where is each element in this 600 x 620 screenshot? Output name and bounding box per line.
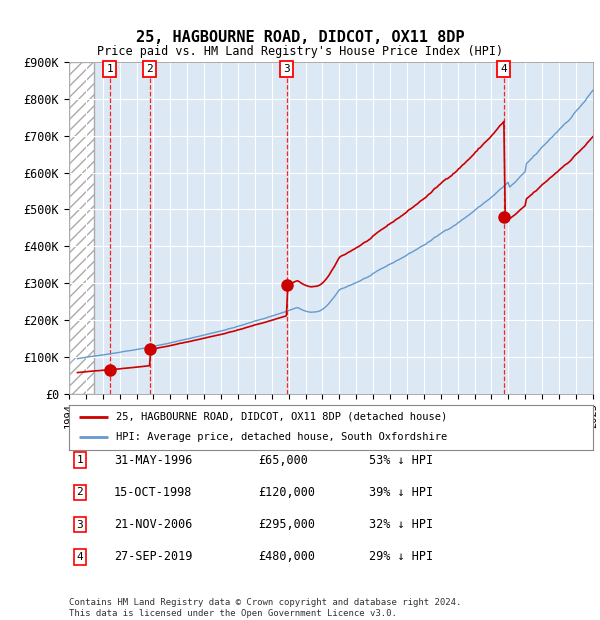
Text: 4: 4 (500, 64, 507, 74)
Text: 31-MAY-1996: 31-MAY-1996 (114, 454, 193, 466)
Text: 15-OCT-1998: 15-OCT-1998 (114, 486, 193, 498)
Text: 1: 1 (107, 64, 113, 74)
Text: £65,000: £65,000 (258, 454, 308, 466)
Bar (69, 62, 94, 394)
Text: 25, HAGBOURNE ROAD, DIDCOT, OX11 8DP: 25, HAGBOURNE ROAD, DIDCOT, OX11 8DP (136, 30, 464, 45)
Text: 1: 1 (76, 455, 83, 465)
Text: 2: 2 (76, 487, 83, 497)
Text: 3: 3 (76, 520, 83, 529)
Text: Price paid vs. HM Land Registry's House Price Index (HPI): Price paid vs. HM Land Registry's House … (97, 45, 503, 58)
Text: 32% ↓ HPI: 32% ↓ HPI (369, 518, 433, 531)
Text: 27-SEP-2019: 27-SEP-2019 (114, 551, 193, 563)
Text: 53% ↓ HPI: 53% ↓ HPI (369, 454, 433, 466)
Text: 4: 4 (76, 552, 83, 562)
Text: 3: 3 (283, 64, 290, 74)
Text: 21-NOV-2006: 21-NOV-2006 (114, 518, 193, 531)
Text: Contains HM Land Registry data © Crown copyright and database right 2024.
This d: Contains HM Land Registry data © Crown c… (69, 598, 461, 618)
Text: HPI: Average price, detached house, South Oxfordshire: HPI: Average price, detached house, Sout… (116, 432, 448, 443)
Text: £120,000: £120,000 (258, 486, 315, 498)
Text: 39% ↓ HPI: 39% ↓ HPI (369, 486, 433, 498)
Text: £480,000: £480,000 (258, 551, 315, 563)
Text: 29% ↓ HPI: 29% ↓ HPI (369, 551, 433, 563)
Text: £295,000: £295,000 (258, 518, 315, 531)
Text: 2: 2 (146, 64, 154, 74)
Text: 25, HAGBOURNE ROAD, DIDCOT, OX11 8DP (detached house): 25, HAGBOURNE ROAD, DIDCOT, OX11 8DP (de… (116, 412, 448, 422)
